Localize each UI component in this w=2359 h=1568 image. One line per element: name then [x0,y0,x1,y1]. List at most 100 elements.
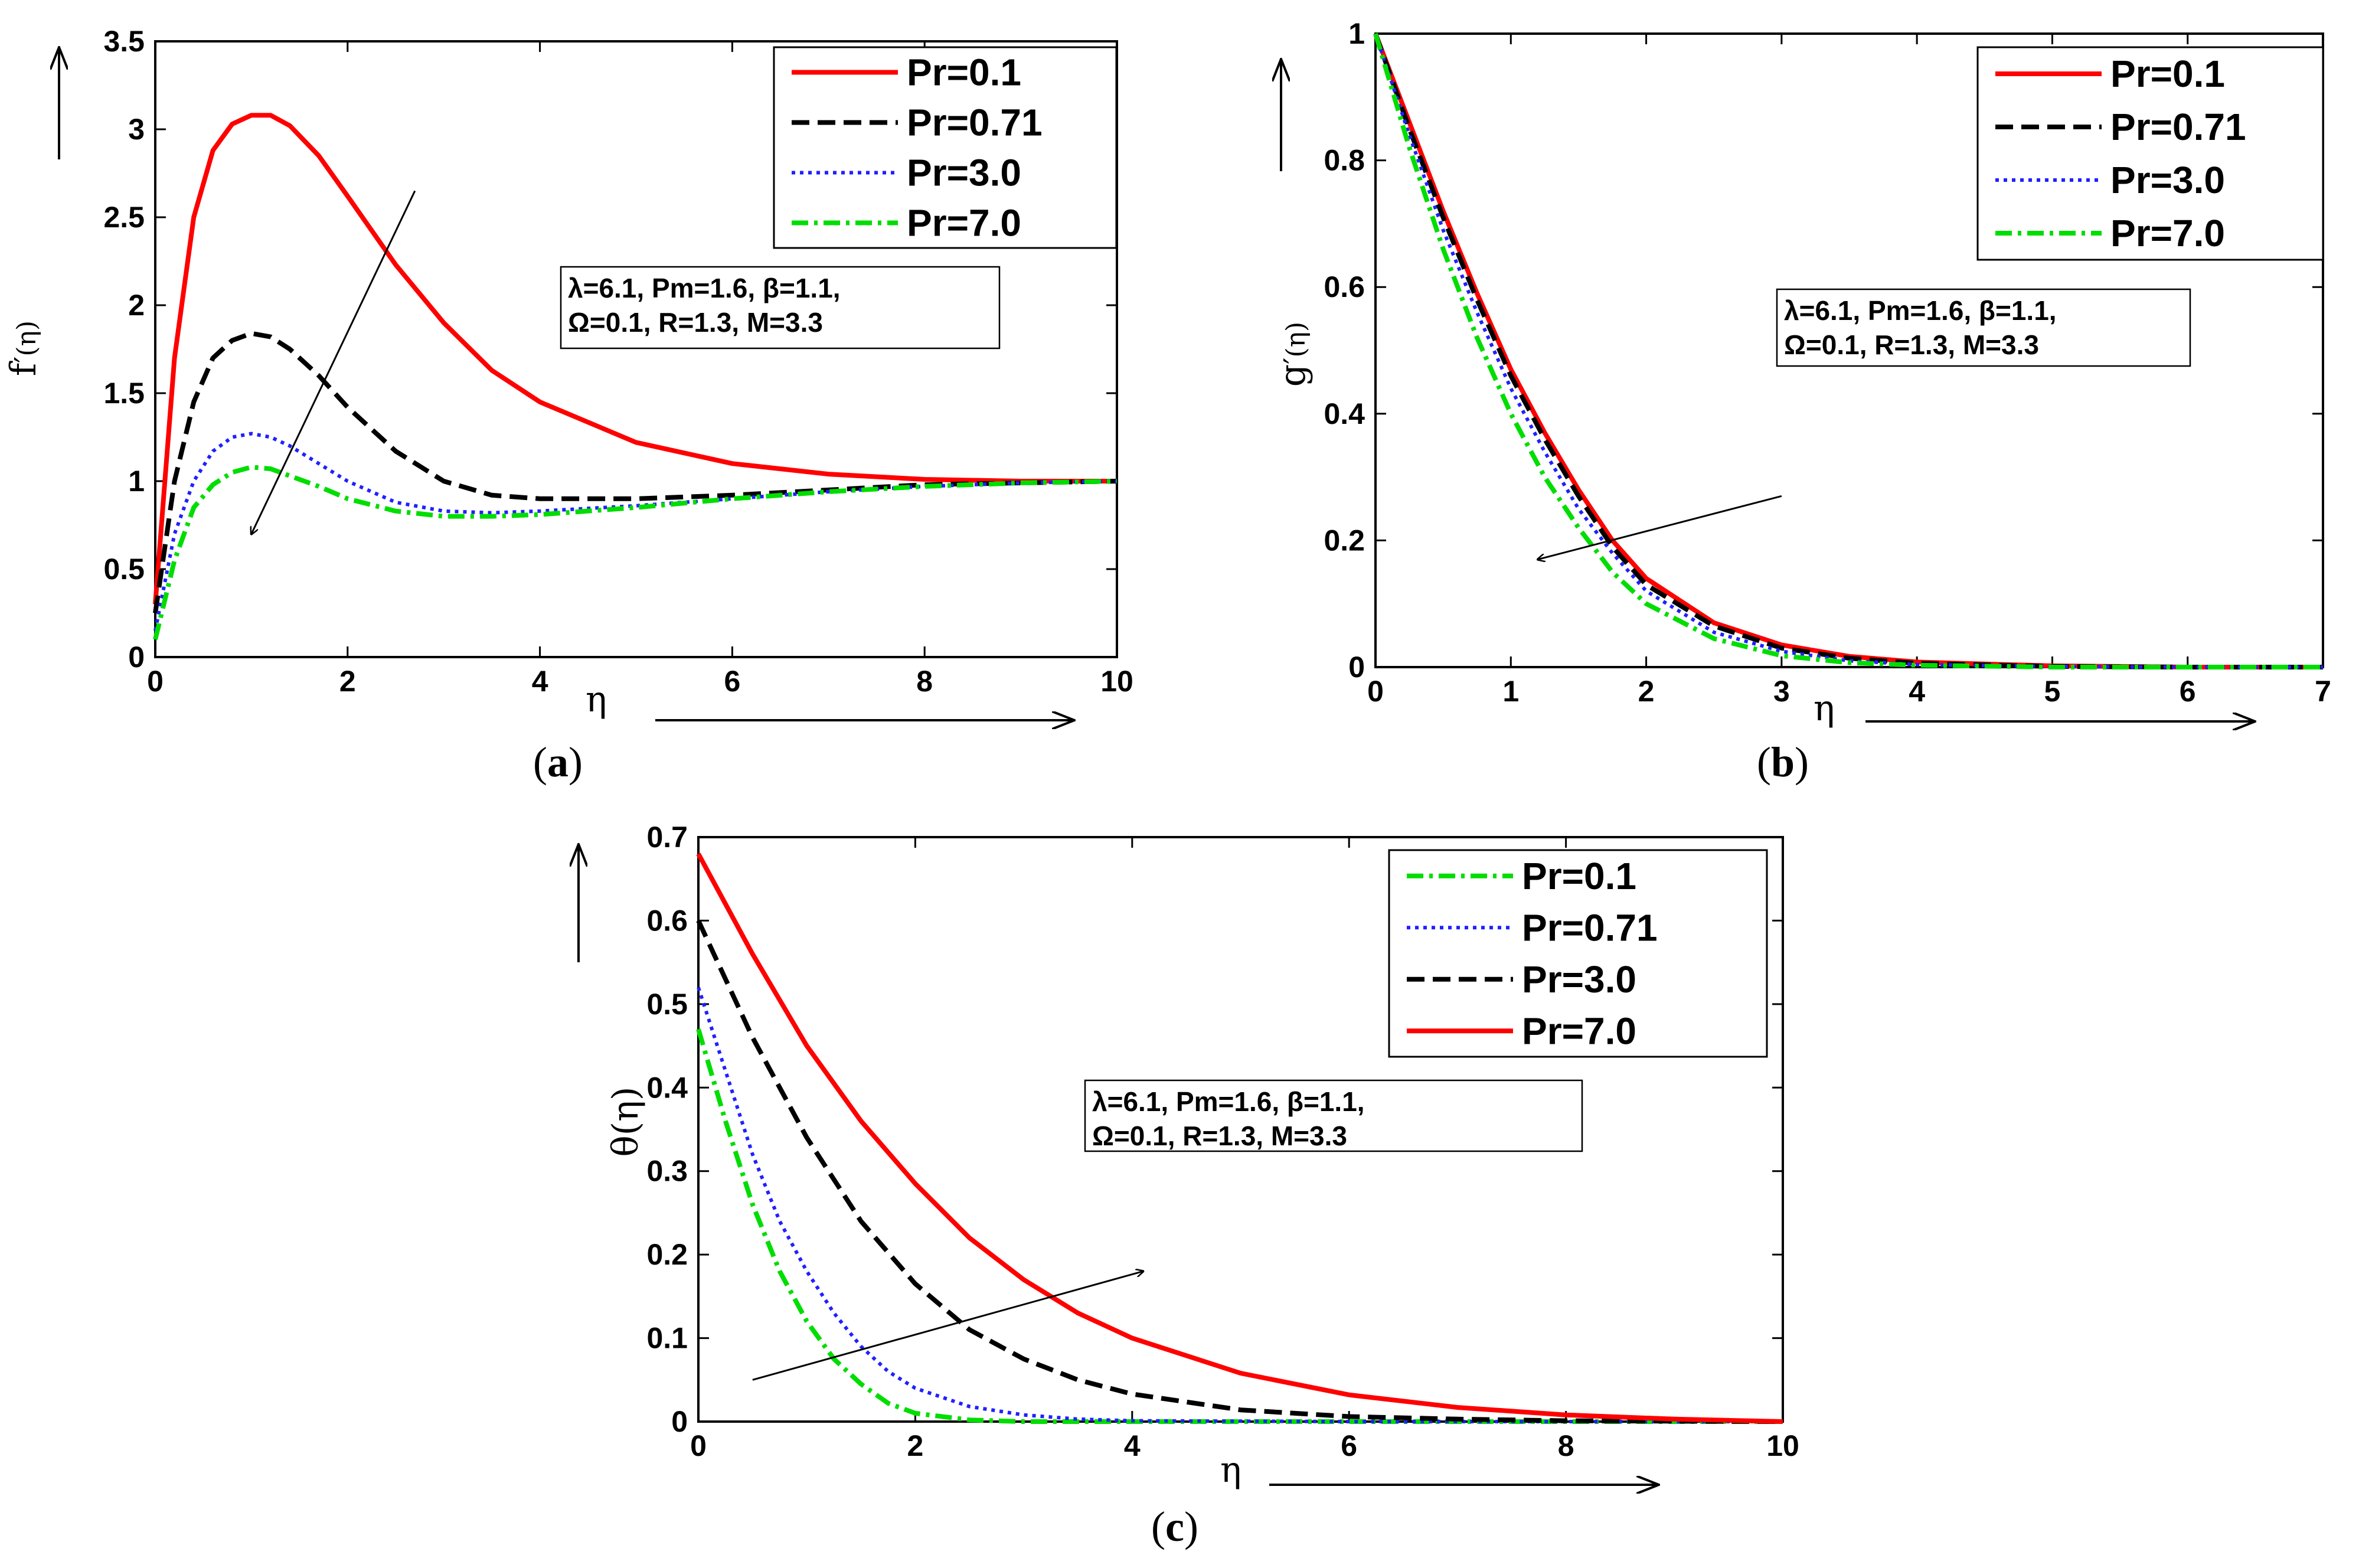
y-tick-label: 1 [128,465,145,498]
y-axis-label: f′(η) [3,321,44,376]
series-line-pr0.1 [153,113,1117,605]
panel-label-close: ) [1184,1503,1198,1550]
chart-panel-c: 0 2 4 6 8 10 0 0.1 0.2 0.3 0.4 0.5 0.6 0.7 Pr=0.1 Pr=0.… [579,821,1799,1550]
legend-label: Pr=7.0 [1522,1010,1636,1052]
legend-box [773,46,1118,249]
y-tick-label: 3.5 [103,25,145,58]
y-tick-label: 0.3 [646,1155,688,1188]
x-tick-label: 2 [339,665,356,698]
x-tick-label: 2 [907,1429,923,1462]
y-axis-label: g′(η) [1272,322,1314,387]
legend-box [1388,849,1768,1058]
panel-label: (c) [1151,1503,1198,1550]
param-text-line: λ=6.1, Pm=1.6, β=1.1, [568,273,841,303]
legend-label: Pr=0.1 [2110,53,2225,95]
y-axis-label-sub: (η) [1281,322,1311,358]
x-tick-label: 8 [1558,1429,1574,1462]
y-tick-label: 0.6 [1324,270,1365,303]
x-tick-label: 4 [532,665,548,698]
legend-label: Pr=3.0 [1522,958,1636,1001]
chart-panel-b: 0 1 2 3 4 5 6 7 0 0.2 0.4 0.6 0.8 1 Pr=0.1 Pr=0.71 Pr=3.… [1272,17,2331,786]
trend-arrow [1538,495,1782,559]
x-tick-label: 1 [1502,675,1519,708]
y-tick-label: 0.2 [1324,524,1365,557]
param-text-line: λ=6.1, Pm=1.6, β=1.1, [1784,295,2057,326]
legend-label: Pr=0.71 [1522,906,1658,949]
legend-label: Pr=3.0 [907,152,1021,194]
x-axis-label: η [1220,1449,1241,1491]
x-tick-label: 8 [916,665,933,698]
series-line-pr3.0 [1374,33,2323,669]
panel-label-open: ( [1151,1503,1165,1550]
y-tick-label: 0 [128,641,145,674]
y-tick-label: 0.5 [646,988,688,1021]
panel-label-close: ) [568,739,583,786]
y-tick-label: 1.5 [103,377,145,410]
y-tick-label: 0.2 [646,1238,688,1271]
x-tick-label: 0 [1367,675,1384,708]
x-tick-label: 0 [690,1429,707,1462]
x-tick-label: 10 [1100,665,1133,698]
y-axis-label-prime: ′ [1277,357,1312,364]
param-box [1776,288,2191,367]
param-text-line: λ=6.1, Pm=1.6, β=1.1, [1092,1086,1365,1117]
chart-panel-a: 0 2 4 6 8 10 0 0.5 1 1.5 2 2.5 3 3.5 Pr=0.1 Pr=0.71 Pr=3… [3,25,1133,786]
x-tick-label: 10 [1766,1429,1799,1462]
x-tick-label: 6 [1341,1429,1357,1462]
x-tick-label: 5 [2044,675,2061,708]
panel-label-letter: b [1771,739,1795,786]
x-tick-label: 6 [2180,675,2196,708]
legend-label: Pr=7.0 [907,202,1021,244]
param-text-line: Ω=0.1, R=1.3, M=3.3 [1784,329,2039,360]
y-tick-label: 0.4 [646,1071,688,1104]
y-axis-label: θ(η) [605,1087,646,1157]
y-axis-label-main: f [3,361,44,376]
param-text-line: Ω=0.1, R=1.3, M=3.3 [1092,1121,1347,1151]
y-axis-label-sub: (η) [12,321,42,357]
x-axis-label: η [586,679,607,720]
legend-label: Pr=0.1 [1522,855,1636,897]
param-box [1084,1079,1583,1152]
panel-label-open: ( [1757,739,1771,786]
legend-box [1976,46,2324,261]
y-tick-label: 0 [1348,651,1365,684]
trend-arrow [251,190,416,534]
x-tick-label: 4 [1909,675,1925,708]
series-line-pr0.1 [696,1028,1783,1424]
y-axis-label-main: g [1272,364,1314,387]
y-tick-label: 0.5 [103,553,145,586]
y-tick-label: 0.4 [1324,397,1365,430]
panel-label: (a) [533,739,583,786]
param-box [560,266,1001,349]
panel-label-close: ) [1795,739,1809,786]
legend-label: Pr=0.1 [907,51,1021,94]
y-tick-label: 1 [1348,17,1365,50]
x-tick-label: 6 [724,665,740,698]
legend-label: Pr=0.71 [2110,106,2246,148]
x-tick-label: 7 [2315,675,2331,708]
panel-label: (b) [1757,739,1809,786]
x-tick-label: 0 [147,665,164,698]
panel-label-letter: c [1165,1503,1184,1550]
x-tick-label: 3 [1773,675,1790,708]
x-tick-label: 4 [1124,1429,1141,1462]
series-line-pr3.0 [696,919,1783,1424]
series-line-pr7.0 [696,852,1783,1424]
y-tick-label: 3 [128,113,145,146]
x-axis-label: η [1814,688,1835,729]
y-tick-label: 2.5 [103,201,145,234]
y-tick-label: 0.7 [646,821,688,854]
y-tick-label: 0.8 [1324,144,1365,177]
legend-label: Pr=7.0 [2110,212,2225,254]
panel-label-open: ( [533,739,547,786]
y-axis-label-prime: ′ [8,357,43,363]
y-tick-label: 0.1 [646,1322,688,1355]
panel-label-letter: a [547,739,568,786]
x-tick-label: 2 [1638,675,1655,708]
series-line-pr7.0 [153,465,1118,641]
legend-label: Pr=0.71 [907,102,1043,144]
y-tick-label: 0 [671,1405,688,1438]
legend-label: Pr=3.0 [2110,159,2225,201]
